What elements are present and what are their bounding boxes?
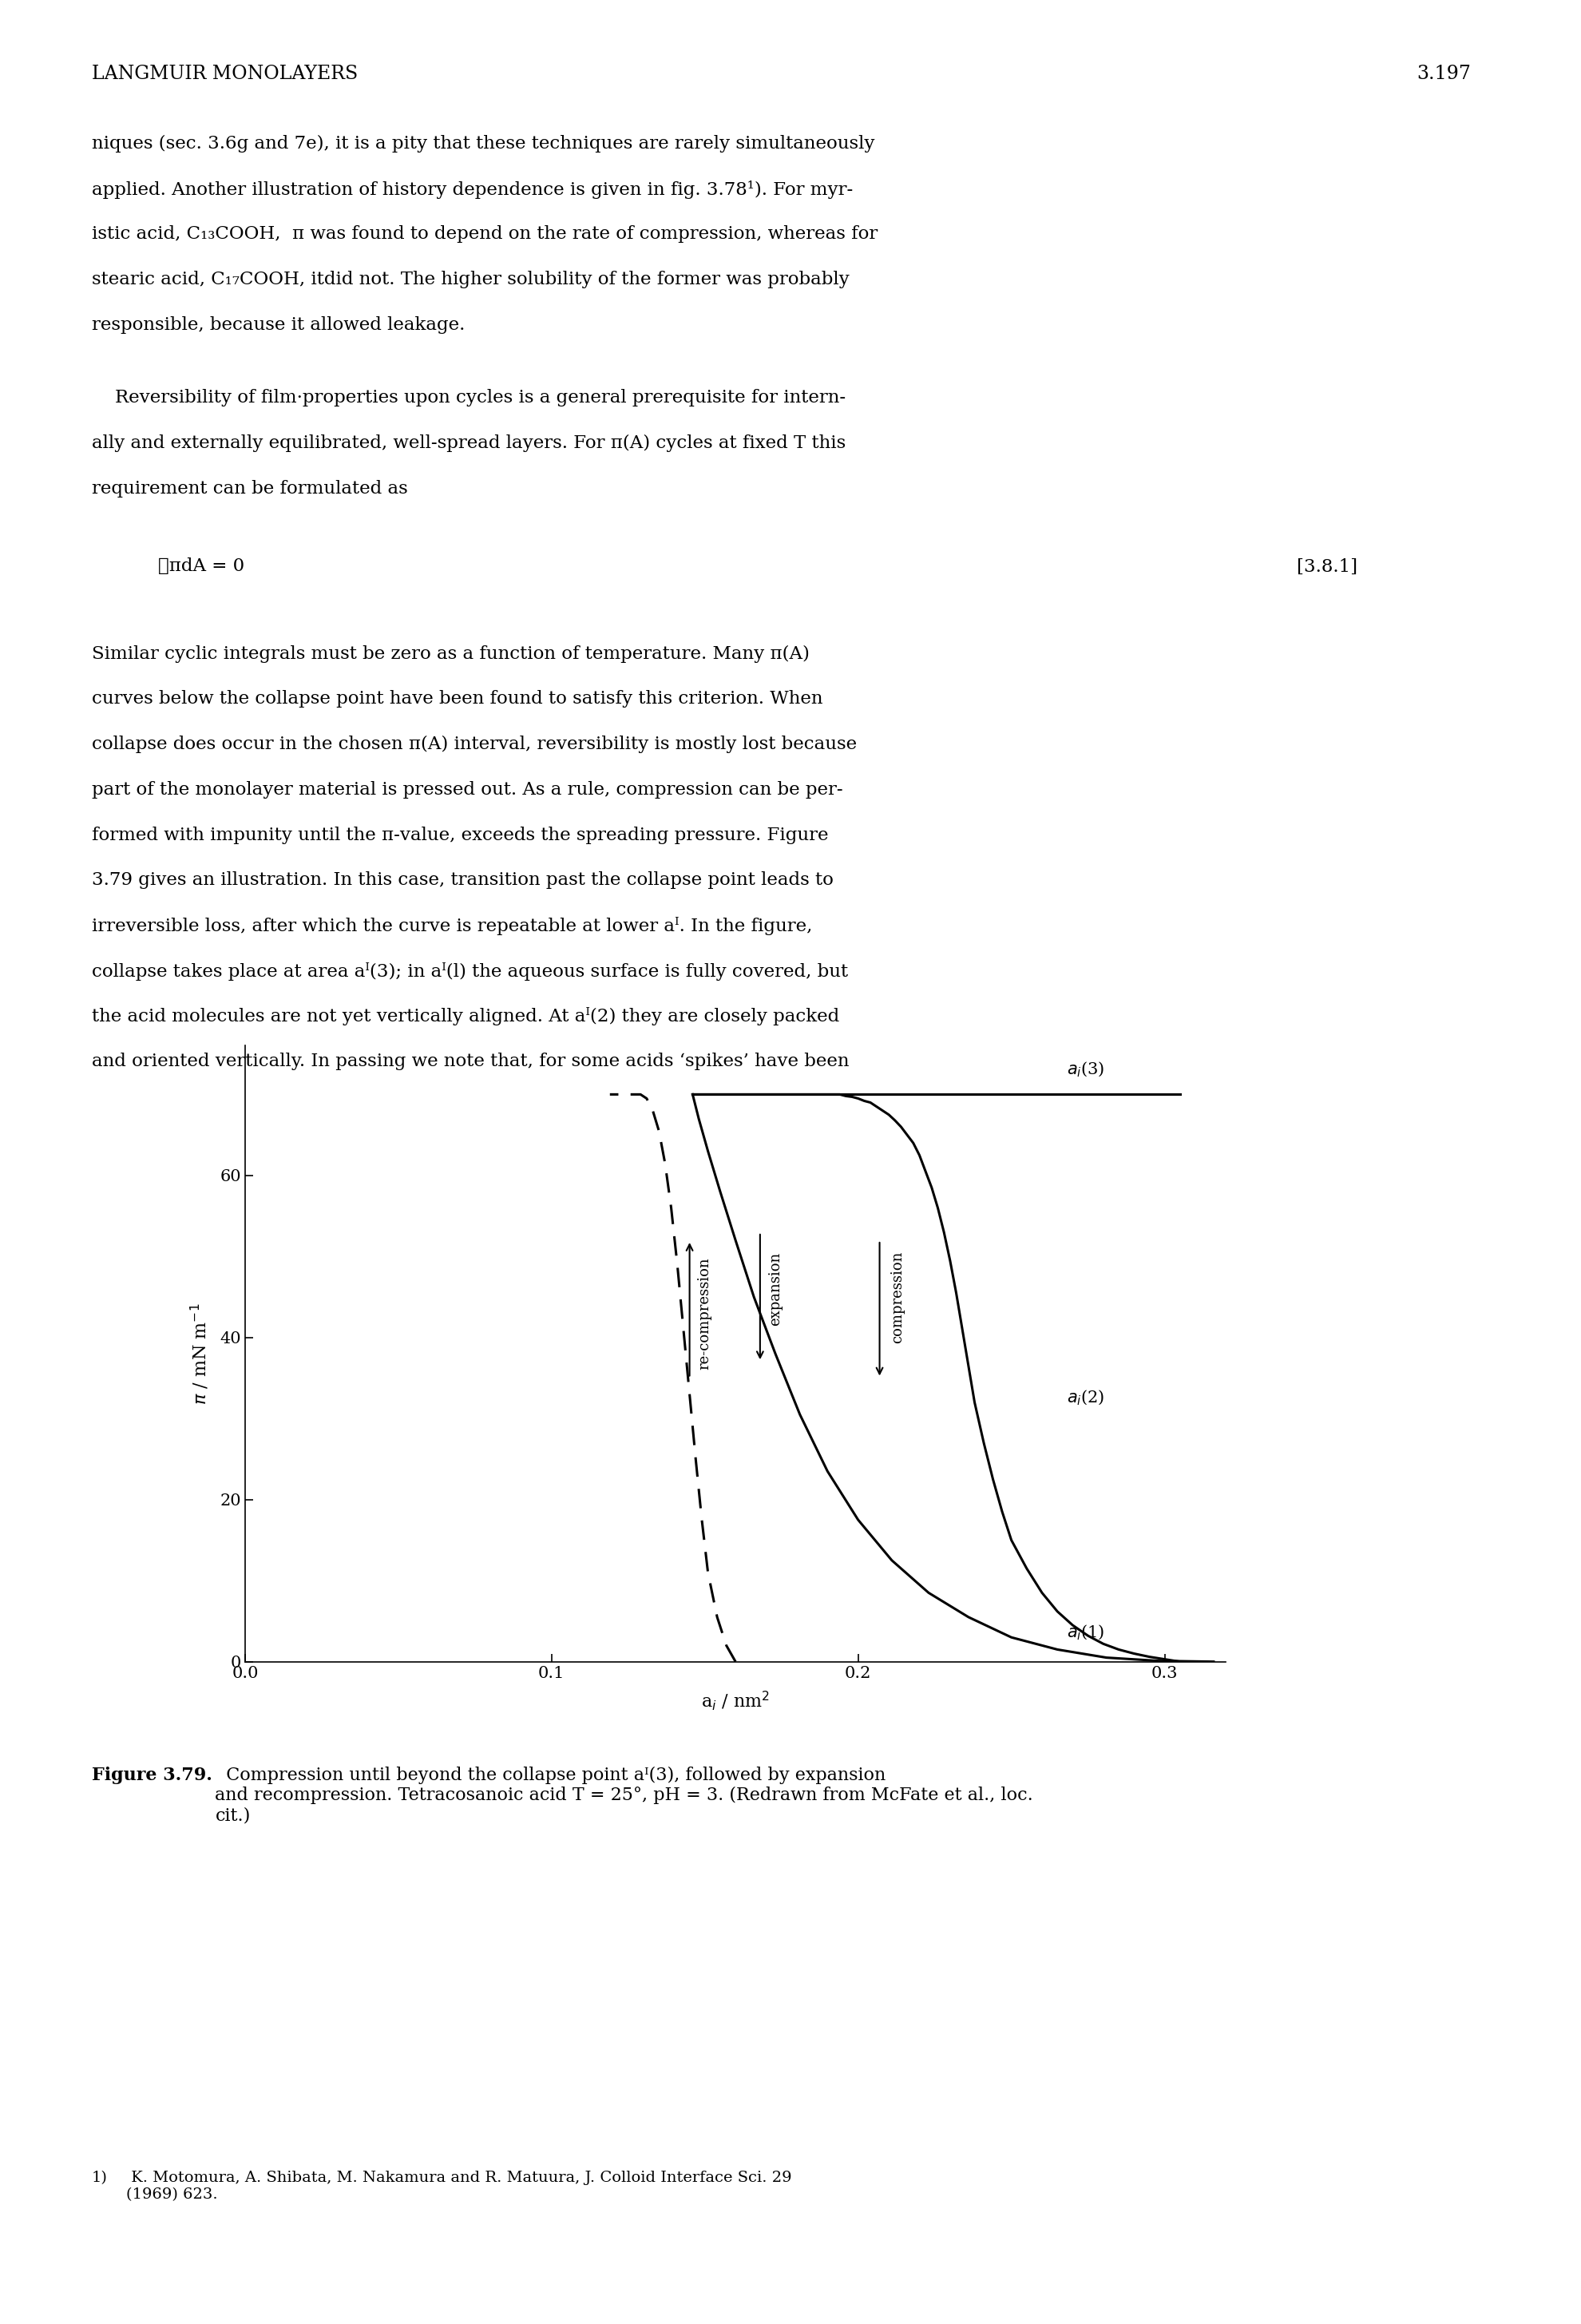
Text: [3.8.1]: [3.8.1] — [1296, 558, 1356, 576]
Text: niques (sec. 3.6g and 7e), it is a pity that these techniques are rarely simulta: niques (sec. 3.6g and 7e), it is a pity … — [92, 135, 874, 153]
X-axis label: a$_i$ / nm$^2$: a$_i$ / nm$^2$ — [700, 1690, 770, 1713]
Text: responsible, because it allowed leakage.: responsible, because it allowed leakage. — [92, 316, 465, 335]
Text: expansion: expansion — [768, 1253, 783, 1325]
Text: K. Motomura, A. Shibata, M. Nakamura and R. Matuura, J. Colloid Interface Sci. 2: K. Motomura, A. Shibata, M. Nakamura and… — [126, 2171, 792, 2201]
Text: part of the monolayer material is pressed out. As a rule, compression can be per: part of the monolayer material is presse… — [92, 781, 843, 799]
Text: 1): 1) — [92, 2171, 108, 2185]
Text: ∮πdA = 0: ∮πdA = 0 — [158, 558, 245, 576]
Text: LANGMUIR MONOLAYERS: LANGMUIR MONOLAYERS — [92, 65, 357, 84]
Text: $a_i$(3): $a_i$(3) — [1066, 1060, 1104, 1078]
Text: Reversibility of film·properties upon cycles is a general prerequisite for inter: Reversibility of film·properties upon cy… — [92, 388, 846, 407]
Text: stearic acid, C₁₇COOH, itdid not. The higher solubility of the former was probab: stearic acid, C₁₇COOH, itdid not. The hi… — [92, 272, 849, 288]
Text: $a_i$(2): $a_i$(2) — [1066, 1387, 1104, 1406]
Text: ally and externally equilibrated, well-spread layers. For π(A) cycles at fixed T: ally and externally equilibrated, well-s… — [92, 435, 846, 453]
Text: and oriented vertically. In passing we note that, for some acids ‘spikes’ have b: and oriented vertically. In passing we n… — [92, 1053, 849, 1071]
Text: requirement can be formulated as: requirement can be formulated as — [92, 481, 408, 497]
Text: collapse does occur in the chosen π(A) interval, reversibility is mostly lost be: collapse does occur in the chosen π(A) i… — [92, 737, 857, 753]
Text: irreversible loss, after which the curve is repeatable at lower aᴵ. In the figur: irreversible loss, after which the curve… — [92, 916, 813, 934]
Text: applied. Another illustration of history dependence is given in fig. 3.78¹). For: applied. Another illustration of history… — [92, 181, 852, 198]
Text: re-compression: re-compression — [697, 1257, 711, 1369]
Y-axis label: $\pi$ / mN m$^{-1}$: $\pi$ / mN m$^{-1}$ — [190, 1304, 210, 1404]
Text: collapse takes place at area aᴵ(3); in aᴵ(l) the aqueous surface is fully covere: collapse takes place at area aᴵ(3); in a… — [92, 962, 847, 981]
Text: Compression until beyond the collapse point aᴵ(3), followed by expansion
and rec: Compression until beyond the collapse po… — [215, 1766, 1032, 1824]
Text: 3.79 gives an illustration. In this case, transition past the collapse point lea: 3.79 gives an illustration. In this case… — [92, 872, 833, 890]
Text: Similar cyclic integrals must be zero as a function of temperature. Many π(A): Similar cyclic integrals must be zero as… — [92, 644, 809, 662]
Text: curves below the collapse point have been found to satisfy this criterion. When: curves below the collapse point have bee… — [92, 690, 822, 709]
Text: Figure 3.79.: Figure 3.79. — [92, 1766, 212, 1785]
Text: formed with impunity until the π-value, exceeds the spreading pressure. Figure: formed with impunity until the π-value, … — [92, 827, 828, 844]
Text: compression: compression — [890, 1250, 904, 1343]
Text: 3.197: 3.197 — [1417, 65, 1470, 84]
Text: the acid molecules are not yet vertically aligned. At aᴵ(2) they are closely pac: the acid molecules are not yet verticall… — [92, 1009, 840, 1025]
Text: $a_i$(1): $a_i$(1) — [1066, 1622, 1104, 1641]
Text: istic acid, C₁₃COOH,  π was found to depend on the rate of compression, whereas : istic acid, C₁₃COOH, π was found to depe… — [92, 225, 877, 244]
